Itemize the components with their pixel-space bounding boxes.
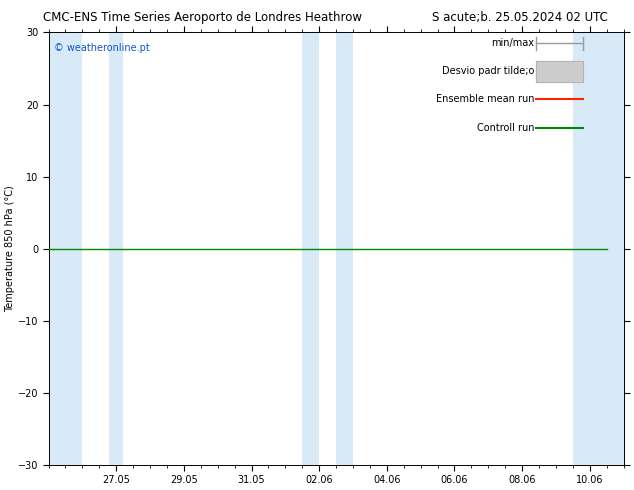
Text: min/max: min/max	[491, 38, 534, 49]
Bar	[302, 32, 319, 465]
Y-axis label: Temperature 850 hPa (°C): Temperature 850 hPa (°C)	[5, 185, 15, 312]
Bar	[536, 61, 583, 82]
Text: S acute;b. 25.05.2024 02 UTC: S acute;b. 25.05.2024 02 UTC	[432, 11, 608, 24]
Bar	[336, 32, 353, 465]
Text: Ensemble mean run: Ensemble mean run	[436, 95, 534, 104]
Text: © weatheronline.pt: © weatheronline.pt	[55, 43, 150, 53]
Text: CMC-ENS Time Series Aeroporto de Londres Heathrow: CMC-ENS Time Series Aeroporto de Londres…	[43, 11, 363, 24]
Bar	[573, 32, 624, 465]
Text: Controll run: Controll run	[477, 122, 534, 133]
Bar	[110, 32, 123, 465]
Bar	[536, 61, 583, 82]
Bar	[49, 32, 82, 465]
Text: Desvio padr tilde;o: Desvio padr tilde;o	[442, 66, 534, 76]
